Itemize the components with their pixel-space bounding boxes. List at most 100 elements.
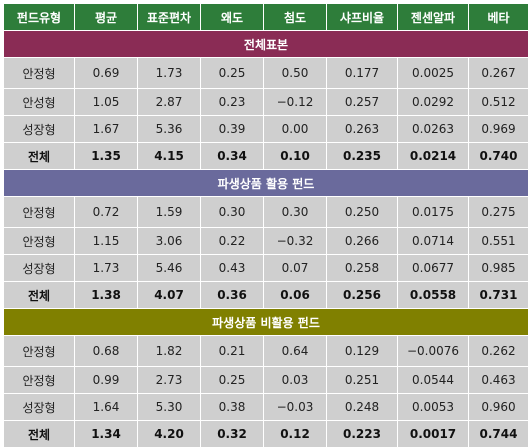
- cell-kurtosis: 0.03: [264, 367, 326, 393]
- cell-beta: 0.960: [469, 394, 528, 420]
- header-jensen-alpha: 젠센알파: [398, 4, 468, 30]
- cell-fund-type: 안정형: [4, 228, 74, 254]
- header-sharpe-ratio: 샤프비율: [327, 4, 397, 30]
- cell-mean: 1.05: [75, 89, 137, 115]
- cell-jensen-alpha: 0.0053: [398, 394, 468, 420]
- cell-beta: 0.262: [469, 336, 528, 366]
- cell-jensen-alpha: 0.0263: [398, 116, 468, 142]
- cell-mean: 1.73: [75, 255, 137, 281]
- cell-mean: 0.99: [75, 367, 137, 393]
- cell-sharpe-ratio: 0.129: [327, 336, 397, 366]
- table-row: 안정형 1.15 3.06 0.22 −0.32 0.266 0.0714 0.551: [4, 228, 528, 254]
- section-title: 파생상품 비활용 펀드: [4, 309, 528, 335]
- total-cell-mean: 1.38: [75, 282, 137, 308]
- cell-mean: 1.64: [75, 394, 137, 420]
- total-cell-sharpe-ratio: 0.256: [327, 282, 397, 308]
- total-row: 전체 1.35 4.15 0.34 0.10 0.235 0.0214 0.740: [4, 143, 528, 169]
- total-cell-kurtosis: 0.10: [264, 143, 326, 169]
- cell-kurtosis: 0.07: [264, 255, 326, 281]
- cell-sharpe-ratio: 0.251: [327, 367, 397, 393]
- cell-beta: 0.267: [469, 58, 528, 88]
- cell-beta: 0.463: [469, 367, 528, 393]
- cell-sharpe-ratio: 0.263: [327, 116, 397, 142]
- total-cell-kurtosis: 0.06: [264, 282, 326, 308]
- total-cell-fund-type: 전체: [4, 421, 74, 447]
- cell-sharpe-ratio: 0.177: [327, 58, 397, 88]
- cell-std-dev: 2.73: [138, 367, 200, 393]
- cell-fund-type: 안정형: [4, 336, 74, 366]
- header-std-dev: 표준편차: [138, 4, 200, 30]
- cell-kurtosis: 0.50: [264, 58, 326, 88]
- cell-fund-type: 안정형: [4, 58, 74, 88]
- cell-kurtosis: 0.30: [264, 197, 326, 227]
- total-row: 전체 1.38 4.07 0.36 0.06 0.256 0.0558 0.731: [4, 282, 528, 308]
- total-cell-sharpe-ratio: 0.235: [327, 143, 397, 169]
- cell-skewness: 0.25: [201, 58, 263, 88]
- cell-std-dev: 1.82: [138, 336, 200, 366]
- cell-skewness: 0.43: [201, 255, 263, 281]
- table-row: 안정형 0.99 2.73 0.25 0.03 0.251 0.0544 0.463: [4, 367, 528, 393]
- cell-sharpe-ratio: 0.266: [327, 228, 397, 254]
- cell-jensen-alpha: 0.0175: [398, 197, 468, 227]
- cell-jensen-alpha: 0.0677: [398, 255, 468, 281]
- cell-std-dev: 1.59: [138, 197, 200, 227]
- cell-mean: 0.72: [75, 197, 137, 227]
- cell-kurtosis: −0.03: [264, 394, 326, 420]
- total-cell-jensen-alpha: 0.0017: [398, 421, 468, 447]
- cell-skewness: 0.38: [201, 394, 263, 420]
- table-row: 안성형 1.05 2.87 0.23 −0.12 0.257 0.0292 0.512: [4, 89, 528, 115]
- cell-jensen-alpha: −0.0076: [398, 336, 468, 366]
- total-cell-skewness: 0.34: [201, 143, 263, 169]
- cell-jensen-alpha: 0.0025: [398, 58, 468, 88]
- cell-beta: 0.985: [469, 255, 528, 281]
- cell-std-dev: 2.87: [138, 89, 200, 115]
- total-cell-std-dev: 4.15: [138, 143, 200, 169]
- table-row: 성장형 1.67 5.36 0.39 0.00 0.263 0.0263 0.969: [4, 116, 528, 142]
- total-cell-std-dev: 4.20: [138, 421, 200, 447]
- cell-skewness: 0.30: [201, 197, 263, 227]
- header-row: 펀드유형 평균 표준편차 왜도 첨도 샤프비율 젠센알파 베타: [4, 4, 528, 30]
- cell-mean: 1.67: [75, 116, 137, 142]
- total-cell-beta: 0.744: [469, 421, 528, 447]
- cell-fund-type: 안정형: [4, 197, 74, 227]
- table-body: 전체표본 안정형 0.69 1.73 0.25 0.50 0.177 0.0025 0.267 안…: [4, 31, 528, 447]
- table-row: 성장형 1.64 5.30 0.38 −0.03 0.248 0.0053 0.960: [4, 394, 528, 420]
- cell-kurtosis: 0.64: [264, 336, 326, 366]
- section-header-row: 전체표본: [4, 31, 528, 57]
- table-row: 안정형 0.72 1.59 0.30 0.30 0.250 0.0175 0.275: [4, 197, 528, 227]
- cell-sharpe-ratio: 0.248: [327, 394, 397, 420]
- cell-fund-type: 안성형: [4, 89, 74, 115]
- cell-skewness: 0.22: [201, 228, 263, 254]
- total-cell-mean: 1.34: [75, 421, 137, 447]
- section-header-row: 파생상품 활용 펀드: [4, 170, 528, 196]
- total-cell-beta: 0.731: [469, 282, 528, 308]
- table-row: 안정형 0.68 1.82 0.21 0.64 0.129 −0.0076 0.262: [4, 336, 528, 366]
- cell-mean: 0.68: [75, 336, 137, 366]
- cell-skewness: 0.25: [201, 367, 263, 393]
- total-cell-std-dev: 4.07: [138, 282, 200, 308]
- cell-fund-type: 안정형: [4, 367, 74, 393]
- cell-sharpe-ratio: 0.258: [327, 255, 397, 281]
- cell-jensen-alpha: 0.0292: [398, 89, 468, 115]
- cell-beta: 0.512: [469, 89, 528, 115]
- cell-sharpe-ratio: 0.250: [327, 197, 397, 227]
- cell-beta: 0.275: [469, 197, 528, 227]
- total-cell-sharpe-ratio: 0.223: [327, 421, 397, 447]
- cell-jensen-alpha: 0.0714: [398, 228, 468, 254]
- cell-skewness: 0.21: [201, 336, 263, 366]
- header-beta: 베타: [469, 4, 528, 30]
- cell-beta: 0.551: [469, 228, 528, 254]
- cell-skewness: 0.23: [201, 89, 263, 115]
- cell-skewness: 0.39: [201, 116, 263, 142]
- cell-jensen-alpha: 0.0544: [398, 367, 468, 393]
- header-kurtosis: 첨도: [264, 4, 326, 30]
- total-cell-mean: 1.35: [75, 143, 137, 169]
- cell-std-dev: 1.73: [138, 58, 200, 88]
- fund-statistics-table: 펀드유형 평균 표준편차 왜도 첨도 샤프비율 젠센알파 베타 전체표본 안정형 0…: [3, 3, 529, 448]
- table-row: 안정형 0.69 1.73 0.25 0.50 0.177 0.0025 0.267: [4, 58, 528, 88]
- cell-kurtosis: 0.00: [264, 116, 326, 142]
- cell-fund-type: 성장형: [4, 255, 74, 281]
- cell-sharpe-ratio: 0.257: [327, 89, 397, 115]
- section-title: 파생상품 활용 펀드: [4, 170, 528, 196]
- cell-std-dev: 5.30: [138, 394, 200, 420]
